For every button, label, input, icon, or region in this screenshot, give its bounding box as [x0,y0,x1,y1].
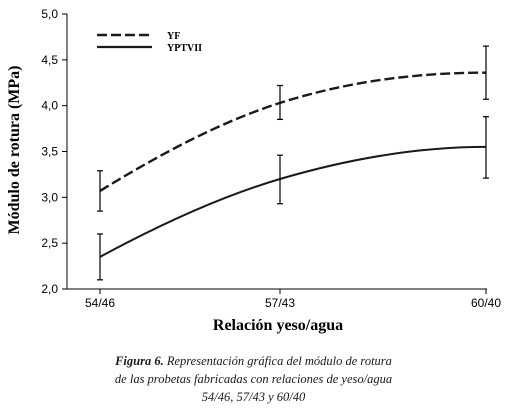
x-tick-label: 60/40 [471,296,501,310]
x-tick-label: 57/43 [265,296,295,310]
figure-caption: Figura 6. Representación gráfica del mód… [0,352,507,406]
caption-line-1: Figura 6. Representación gráfica del mód… [0,352,507,370]
legend-label-yptvii: YPTVII [167,43,202,54]
series-line-yf [99,71,487,192]
series-line-yptvii [99,145,487,258]
axes [66,14,487,290]
caption-text-1: Representación gráfica del módulo de rot… [163,354,392,368]
y-tick-label: 3,5 [41,145,58,159]
x-tick-label: 54/46 [85,296,115,310]
y-tick-label: 4,0 [41,99,58,113]
x-axis-title: Relación yeso/agua [213,317,343,334]
y-tick-label: 5,0 [41,7,58,21]
y-axis-title: Módulo de rotura (MPa) [6,65,23,234]
caption-label: Figura 6. [115,354,164,368]
y-ticks: 2,0 2,5 3,0 3,5 4,0 4,5 5,0 [41,7,67,296]
y-tick-label: 2,5 [41,236,58,250]
y-tick-label: 3,0 [41,190,58,204]
caption-line-2: de las probetas fabricadas con relacione… [114,372,393,386]
x-ticks: 54/46 57/43 60/40 [85,289,501,310]
y-tick-label: 2,0 [41,282,58,296]
y-tick-label: 4,5 [41,53,58,67]
chart: 2,0 2,5 3,0 3,5 4,0 4,5 5,0 54/46 57/43 60/40 YF… [6,7,501,334]
caption-line-3: 54/46, 57/43 y 60/40 [201,390,306,404]
legend-label-yf: YF [167,31,180,42]
series [97,45,489,281]
